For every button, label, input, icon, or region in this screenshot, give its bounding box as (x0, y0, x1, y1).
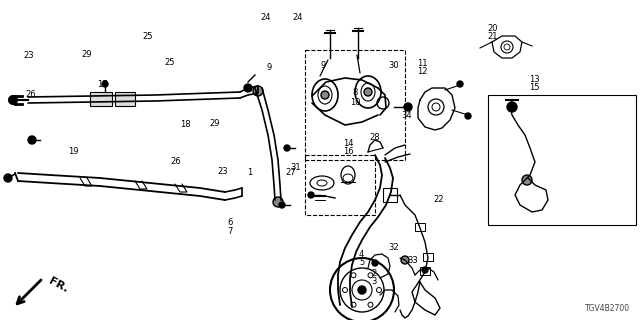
Circle shape (4, 174, 12, 182)
Text: TGV4B2700: TGV4B2700 (585, 304, 630, 313)
Circle shape (358, 286, 366, 294)
Bar (415, 223, 425, 231)
Bar (488, 95, 636, 225)
Circle shape (457, 81, 463, 87)
Text: 13: 13 (529, 76, 540, 84)
Circle shape (401, 256, 409, 264)
Text: 24: 24 (292, 13, 303, 22)
Circle shape (9, 96, 17, 104)
Text: 28: 28 (369, 133, 380, 142)
Text: FR.: FR. (47, 276, 70, 294)
Text: 7: 7 (228, 228, 233, 236)
Text: 26: 26 (171, 157, 181, 166)
Text: 23: 23 (24, 52, 34, 60)
Text: 25: 25 (164, 58, 175, 67)
Text: 17: 17 (97, 80, 108, 89)
Bar (305, 155, 375, 215)
Circle shape (372, 260, 378, 266)
Circle shape (244, 84, 252, 92)
Circle shape (507, 102, 517, 112)
Text: 5: 5 (359, 258, 364, 267)
Text: 2: 2 (372, 269, 377, 278)
Text: 29: 29 (209, 119, 220, 128)
Circle shape (279, 202, 285, 208)
Bar (423, 253, 433, 261)
Text: 25: 25 (142, 32, 152, 41)
Bar (383, 188, 397, 202)
Text: 27: 27 (286, 168, 296, 177)
Text: 24: 24 (260, 13, 271, 22)
Circle shape (522, 175, 532, 185)
Circle shape (28, 136, 36, 144)
Text: 23: 23 (218, 167, 228, 176)
Text: 1: 1 (247, 168, 252, 177)
Text: 18: 18 (180, 120, 191, 129)
Circle shape (465, 113, 471, 119)
Circle shape (404, 103, 412, 111)
Text: 19: 19 (68, 148, 79, 156)
Text: 31: 31 (291, 164, 301, 172)
Text: 8: 8 (353, 88, 358, 97)
Text: 4: 4 (359, 250, 364, 259)
Text: 30: 30 (388, 61, 399, 70)
Bar (420, 267, 430, 275)
Circle shape (422, 267, 428, 273)
Text: 33: 33 (408, 256, 418, 265)
Text: 21: 21 (488, 32, 498, 41)
Bar (90, 92, 112, 106)
Circle shape (364, 88, 372, 96)
Circle shape (308, 192, 314, 198)
Text: 3: 3 (372, 277, 377, 286)
Text: 12: 12 (417, 68, 428, 76)
Text: 6: 6 (228, 218, 233, 227)
Circle shape (102, 81, 108, 87)
Text: 14: 14 (344, 140, 354, 148)
Text: 10: 10 (350, 98, 360, 107)
Circle shape (273, 197, 283, 207)
Circle shape (253, 86, 263, 96)
Text: 20: 20 (488, 24, 498, 33)
Bar (115, 92, 135, 106)
Text: 11: 11 (417, 60, 428, 68)
Text: 26: 26 (26, 90, 36, 99)
Text: 34: 34 (401, 111, 412, 120)
Circle shape (321, 91, 329, 99)
Bar (305, 50, 405, 160)
Text: 32: 32 (388, 244, 399, 252)
Text: 16: 16 (344, 148, 354, 156)
Text: 22: 22 (433, 196, 444, 204)
Text: 29: 29 (81, 50, 92, 59)
Text: 9: 9 (321, 61, 326, 70)
Text: 15: 15 (529, 84, 540, 92)
Circle shape (284, 145, 290, 151)
Text: 9: 9 (266, 63, 271, 72)
